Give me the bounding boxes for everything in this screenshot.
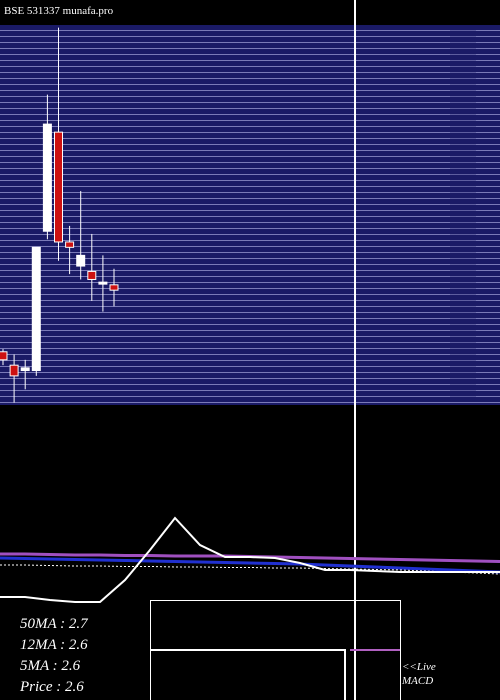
indicator-line [0, 556, 500, 574]
indicator-line [0, 516, 500, 603]
axis-strip [450, 25, 476, 397]
candle-body [42, 123, 52, 232]
candle-body [54, 131, 63, 243]
candle-body [65, 241, 75, 248]
candle-body [31, 246, 41, 372]
candle-body [0, 351, 8, 361]
candle-body [109, 284, 119, 291]
chart-title: BSE 531337 munafa.pro [4, 5, 114, 17]
candle-body [98, 281, 108, 285]
ma-label: 12MA : 2.6 [20, 637, 88, 653]
ma-label: 50MA : 2.7 [20, 616, 89, 632]
candle-body [87, 270, 97, 280]
macd-label: MACD [401, 675, 433, 687]
candle-body [76, 254, 86, 267]
price-label: Price : 2.6 [19, 679, 84, 695]
macd-line [150, 649, 346, 700]
price-panel [0, 25, 500, 405]
ma-label: 5MA : 2.6 [20, 658, 81, 674]
candle-body [20, 367, 30, 372]
indicator-line [0, 564, 500, 575]
live-label: <<Live [402, 661, 436, 673]
candle-body [9, 364, 19, 377]
